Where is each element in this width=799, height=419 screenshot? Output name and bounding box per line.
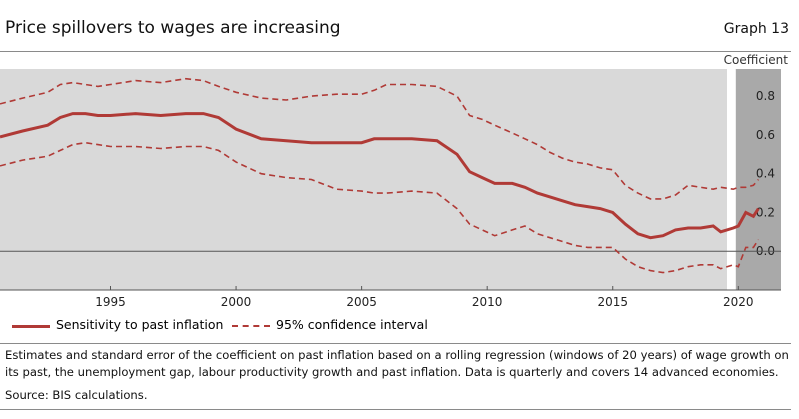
y-tick-label: 0.8 [756, 89, 775, 103]
y-tick-label: 0.6 [756, 128, 775, 142]
chart-source: Source: BIS calculations. [5, 388, 148, 402]
y-axis-ticks: 0.00.20.40.60.8 [756, 89, 775, 258]
confidence-lower-line [0, 141, 760, 274]
sensitivity-line [0, 112, 760, 240]
confidence-upper-line [0, 77, 760, 200]
chart-title: Price spillovers to wages are increasing [5, 18, 341, 38]
legend-solid-swatch [12, 325, 50, 328]
x-axis-ticks: 1995 2000 2005 2010 2015 2020 [95, 286, 754, 309]
bottom-divider [0, 409, 791, 410]
y-tick-label: 0.2 [756, 205, 775, 219]
notes-divider [0, 343, 791, 344]
plot-background [0, 69, 727, 290]
x-tick-label: 2005 [346, 295, 377, 309]
legend-label-sensitivity: Sensitivity to past inflation [56, 317, 224, 332]
x-tick-label: 2015 [597, 295, 628, 309]
legend-dashed-swatch [232, 325, 270, 327]
x-tick-label: 2010 [472, 295, 503, 309]
y-tick-label: 0.4 [756, 167, 775, 181]
chart-header: Price spillovers to wages are increasing… [0, 0, 799, 48]
x-tick-label: 2000 [221, 295, 252, 309]
x-tick-label: 1995 [95, 295, 126, 309]
top-divider [0, 51, 791, 52]
y-axis-label: Coefficient [724, 53, 789, 67]
graph-number: Graph 13 [723, 21, 789, 37]
chart-description: Estimates and standard error of the coef… [5, 348, 789, 379]
legend-label-confidence: 95% confidence interval [276, 317, 428, 332]
line-chart: Coefficient 1995 2000 2005 2010 2015 2020 0.0… [0, 53, 789, 309]
x-tick-label: 2020 [723, 295, 754, 309]
